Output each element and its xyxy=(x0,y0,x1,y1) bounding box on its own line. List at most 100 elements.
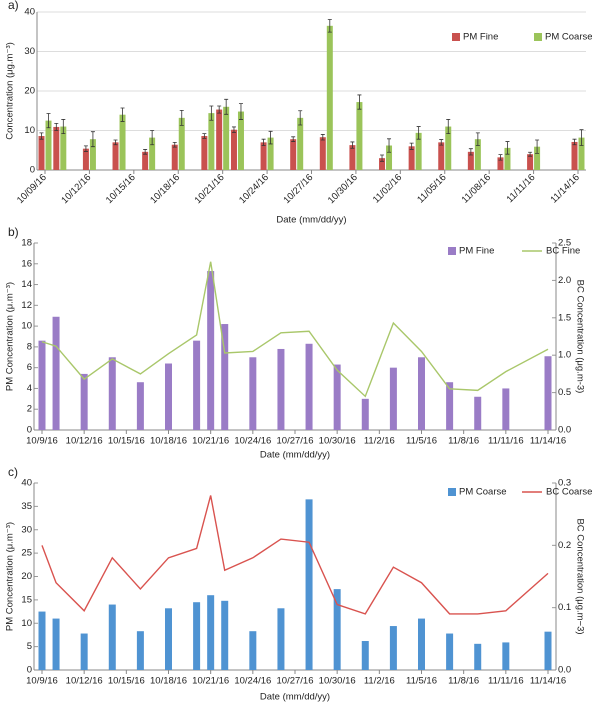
y-tick-label: 40 xyxy=(24,7,35,18)
bar xyxy=(221,324,229,430)
bar xyxy=(446,382,454,430)
bar xyxy=(112,142,119,170)
error-bar xyxy=(387,138,392,153)
y2-tick-label: 0.2 xyxy=(558,540,571,551)
error-bar xyxy=(357,94,362,110)
bar xyxy=(408,146,415,170)
error-bar xyxy=(46,113,51,129)
y-tick-label: 0 xyxy=(27,425,32,436)
error-bar xyxy=(439,139,444,146)
bar xyxy=(230,129,237,170)
error-bar xyxy=(261,138,266,146)
x-tick-label: 10/12/16 xyxy=(66,436,103,447)
bar xyxy=(415,132,422,170)
y-tick-label: 20 xyxy=(24,86,35,97)
error-bar xyxy=(268,130,273,145)
bar xyxy=(277,608,285,670)
bar xyxy=(361,398,369,430)
x-tick-label: 10/21/16 xyxy=(192,436,229,447)
bar xyxy=(52,316,60,430)
error-bar xyxy=(238,103,243,120)
x-tick-label: 11/5/16 xyxy=(406,676,437,687)
bar xyxy=(527,154,534,170)
x-tick-label: 10/24/16 xyxy=(234,676,271,687)
x-tick-label: 11/11/16 xyxy=(505,172,538,205)
x-axis-title: Date (mm/dd/yy) xyxy=(276,215,346,226)
bar xyxy=(38,611,46,670)
y2-tick-label: 2.5 xyxy=(558,238,571,249)
bar xyxy=(333,364,341,430)
bar xyxy=(534,146,541,170)
error-bar xyxy=(90,131,95,148)
bar xyxy=(60,126,67,170)
x-tick-label: 11/14/16 xyxy=(530,436,566,447)
bar xyxy=(80,633,88,670)
y2-axis-title: BC Concentration (μg.m-3) xyxy=(574,280,585,394)
y2-axis-title: BC Concentration (μg.m−3) xyxy=(574,518,585,634)
x-tick-label: 11/11/16 xyxy=(488,436,524,447)
panel-label: c) xyxy=(8,465,18,479)
y-tick-label: 30 xyxy=(24,46,35,57)
legend-label: BC Fine xyxy=(546,246,580,257)
error-bar xyxy=(39,132,44,140)
bar xyxy=(165,608,172,670)
error-bar xyxy=(217,105,222,114)
bar xyxy=(149,137,156,170)
panel-label: b) xyxy=(8,225,19,239)
bar xyxy=(223,106,230,170)
x-tick-label: 11/08/16 xyxy=(460,172,493,205)
y-tick-label: 25 xyxy=(21,548,32,559)
y-tick-label: 2 xyxy=(27,404,32,415)
x-tick-label: 10/15/16 xyxy=(108,676,145,687)
x-tick-label: 10/24/16 xyxy=(237,172,271,206)
y-tick-label: 20 xyxy=(21,571,32,582)
error-bar xyxy=(498,154,503,161)
legend-label: PM Coarse xyxy=(459,487,507,498)
bar xyxy=(267,137,274,170)
bar xyxy=(502,642,510,670)
y-tick-label: 8 xyxy=(27,341,32,352)
bar xyxy=(445,126,452,170)
x-tick-label: 10/24/16 xyxy=(234,436,271,447)
error-bar xyxy=(202,133,207,139)
bar xyxy=(474,139,481,170)
bar xyxy=(142,151,149,170)
y-tick-label: 30 xyxy=(21,524,32,535)
error-bar xyxy=(83,145,88,152)
error-bar xyxy=(61,119,66,135)
y-axis-title: PM Concentration (μ.m⁻³) xyxy=(5,522,16,631)
y-tick-label: 10 xyxy=(24,125,35,136)
bar xyxy=(418,618,425,670)
y-tick-label: 18 xyxy=(21,238,32,249)
error-bar xyxy=(120,107,125,122)
error-bar xyxy=(231,126,236,133)
bar xyxy=(379,158,386,170)
legend-swatch xyxy=(448,247,456,255)
y-tick-label: 0 xyxy=(30,165,35,176)
x-axis-title: Date (mm/dd/yy) xyxy=(260,450,330,461)
legend-swatch xyxy=(448,488,456,496)
error-bar xyxy=(54,122,59,131)
panel-label: a) xyxy=(8,0,19,12)
bar xyxy=(38,136,45,170)
bar xyxy=(38,340,46,430)
error-bar xyxy=(209,105,214,121)
bar xyxy=(474,643,482,670)
error-bar xyxy=(150,130,155,146)
error-bar xyxy=(172,141,177,148)
y-axis-title: PM Concentration (μ.m⁻³) xyxy=(5,282,16,391)
bar xyxy=(349,145,356,170)
y2-tick-label: 0.1 xyxy=(558,602,571,613)
bar xyxy=(237,111,244,170)
bar xyxy=(52,618,60,670)
y2-tick-label: 1.0 xyxy=(558,350,571,361)
bar xyxy=(171,144,178,170)
x-tick-label: 11/11/16 xyxy=(488,676,524,687)
bar xyxy=(165,363,172,430)
x-tick-label: 10/30/16 xyxy=(326,172,360,206)
y2-tick-label: 2.0 xyxy=(558,275,571,286)
bar xyxy=(305,499,313,670)
error-bar xyxy=(505,141,510,155)
bar xyxy=(216,109,223,170)
x-tick-label: 10/15/16 xyxy=(108,436,145,447)
